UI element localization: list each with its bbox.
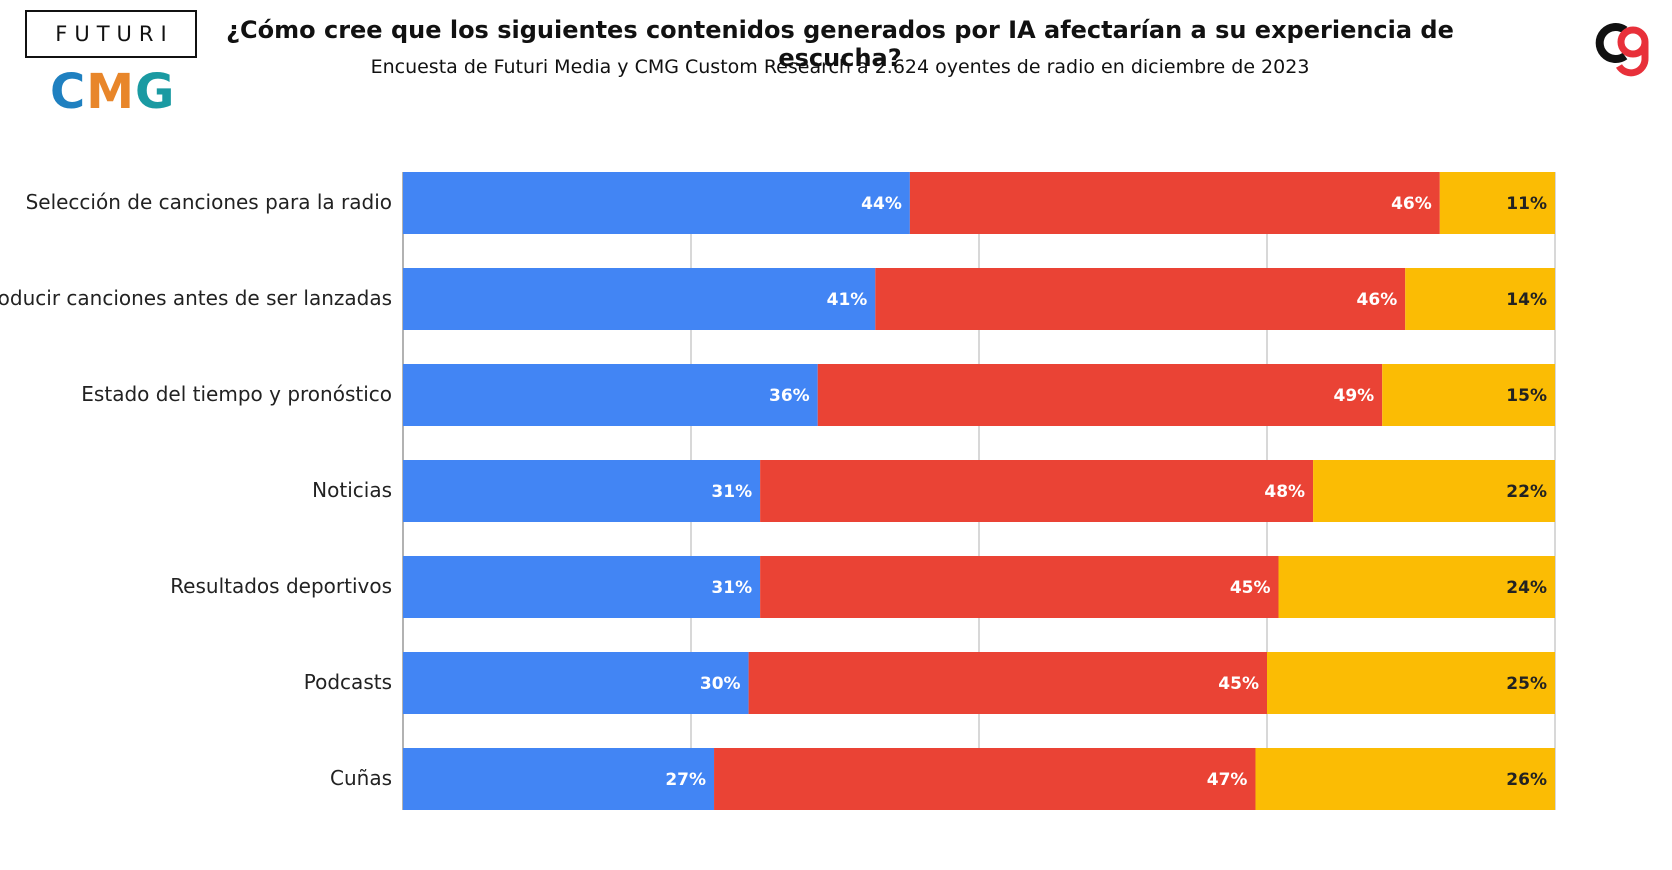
bar-segment xyxy=(760,556,1279,618)
bar-segment xyxy=(760,460,1314,522)
data-label: 26% xyxy=(1506,770,1547,790)
data-label: 44% xyxy=(861,194,902,214)
data-label: 46% xyxy=(1391,194,1432,214)
bar-segment xyxy=(817,364,1383,426)
data-label: 45% xyxy=(1218,674,1259,694)
data-label: 31% xyxy=(711,578,752,598)
bar-segment xyxy=(1439,172,1555,234)
bar-segment xyxy=(909,172,1440,234)
category-label: Noticias xyxy=(312,478,392,502)
bar-segment xyxy=(1267,652,1555,714)
bar-segment xyxy=(403,652,749,714)
cmg-logo-m: M xyxy=(86,64,135,120)
data-label: 11% xyxy=(1506,194,1547,214)
category-label: Resultados deportivos xyxy=(170,574,392,598)
data-label: 25% xyxy=(1506,674,1547,694)
cmg-logo-g: G xyxy=(135,64,176,120)
bar-segment xyxy=(403,556,761,618)
bar-segment xyxy=(1313,460,1555,522)
bar-segment xyxy=(1405,268,1555,330)
data-label: 36% xyxy=(769,386,810,406)
data-label: 22% xyxy=(1506,482,1547,502)
chart-title: ¿Cómo cree que los siguientes contenidos… xyxy=(226,16,1454,72)
data-label: 31% xyxy=(711,482,752,502)
category-label: Podcasts xyxy=(303,670,392,694)
data-label: 14% xyxy=(1506,290,1547,310)
futuri-logo-text: FUTURI xyxy=(55,22,174,46)
chart-subtitle: Encuesta de Futuri Media y CMG Custom Re… xyxy=(370,56,1310,78)
bar-segment xyxy=(403,268,876,330)
data-label: 41% xyxy=(827,290,868,310)
bar-segment xyxy=(875,268,1406,330)
data-label: 30% xyxy=(700,674,741,694)
futuri-logo: FUTURI xyxy=(25,10,197,58)
data-label: 49% xyxy=(1333,386,1374,406)
bar-segment xyxy=(1278,556,1555,618)
category-label: Introducir canciones antes de ser lanzad… xyxy=(0,286,392,310)
bar-segment xyxy=(1255,748,1555,810)
bar-segment xyxy=(403,460,761,522)
data-label: 48% xyxy=(1264,482,1305,502)
bar-segment xyxy=(403,172,910,234)
data-label: 27% xyxy=(665,770,706,790)
data-label: 24% xyxy=(1506,578,1547,598)
bar-segment xyxy=(714,748,1256,810)
bar-segment xyxy=(1382,364,1555,426)
bar-segment xyxy=(403,748,715,810)
data-label: 45% xyxy=(1230,578,1271,598)
data-label: 46% xyxy=(1357,290,1398,310)
category-label: Selección de canciones para la radio xyxy=(25,190,392,214)
bar-segment xyxy=(748,652,1267,714)
cmg-logo-c: C xyxy=(50,64,87,120)
category-label: Estado del tiempo y pronóstico xyxy=(81,382,392,406)
bar-segment xyxy=(403,364,818,426)
data-label: 47% xyxy=(1207,770,1248,790)
data-label: 15% xyxy=(1506,386,1547,406)
cmg-logo: CMG xyxy=(50,66,175,118)
cg-logo-icon xyxy=(1595,23,1649,77)
category-label: Cuñas xyxy=(330,766,392,790)
